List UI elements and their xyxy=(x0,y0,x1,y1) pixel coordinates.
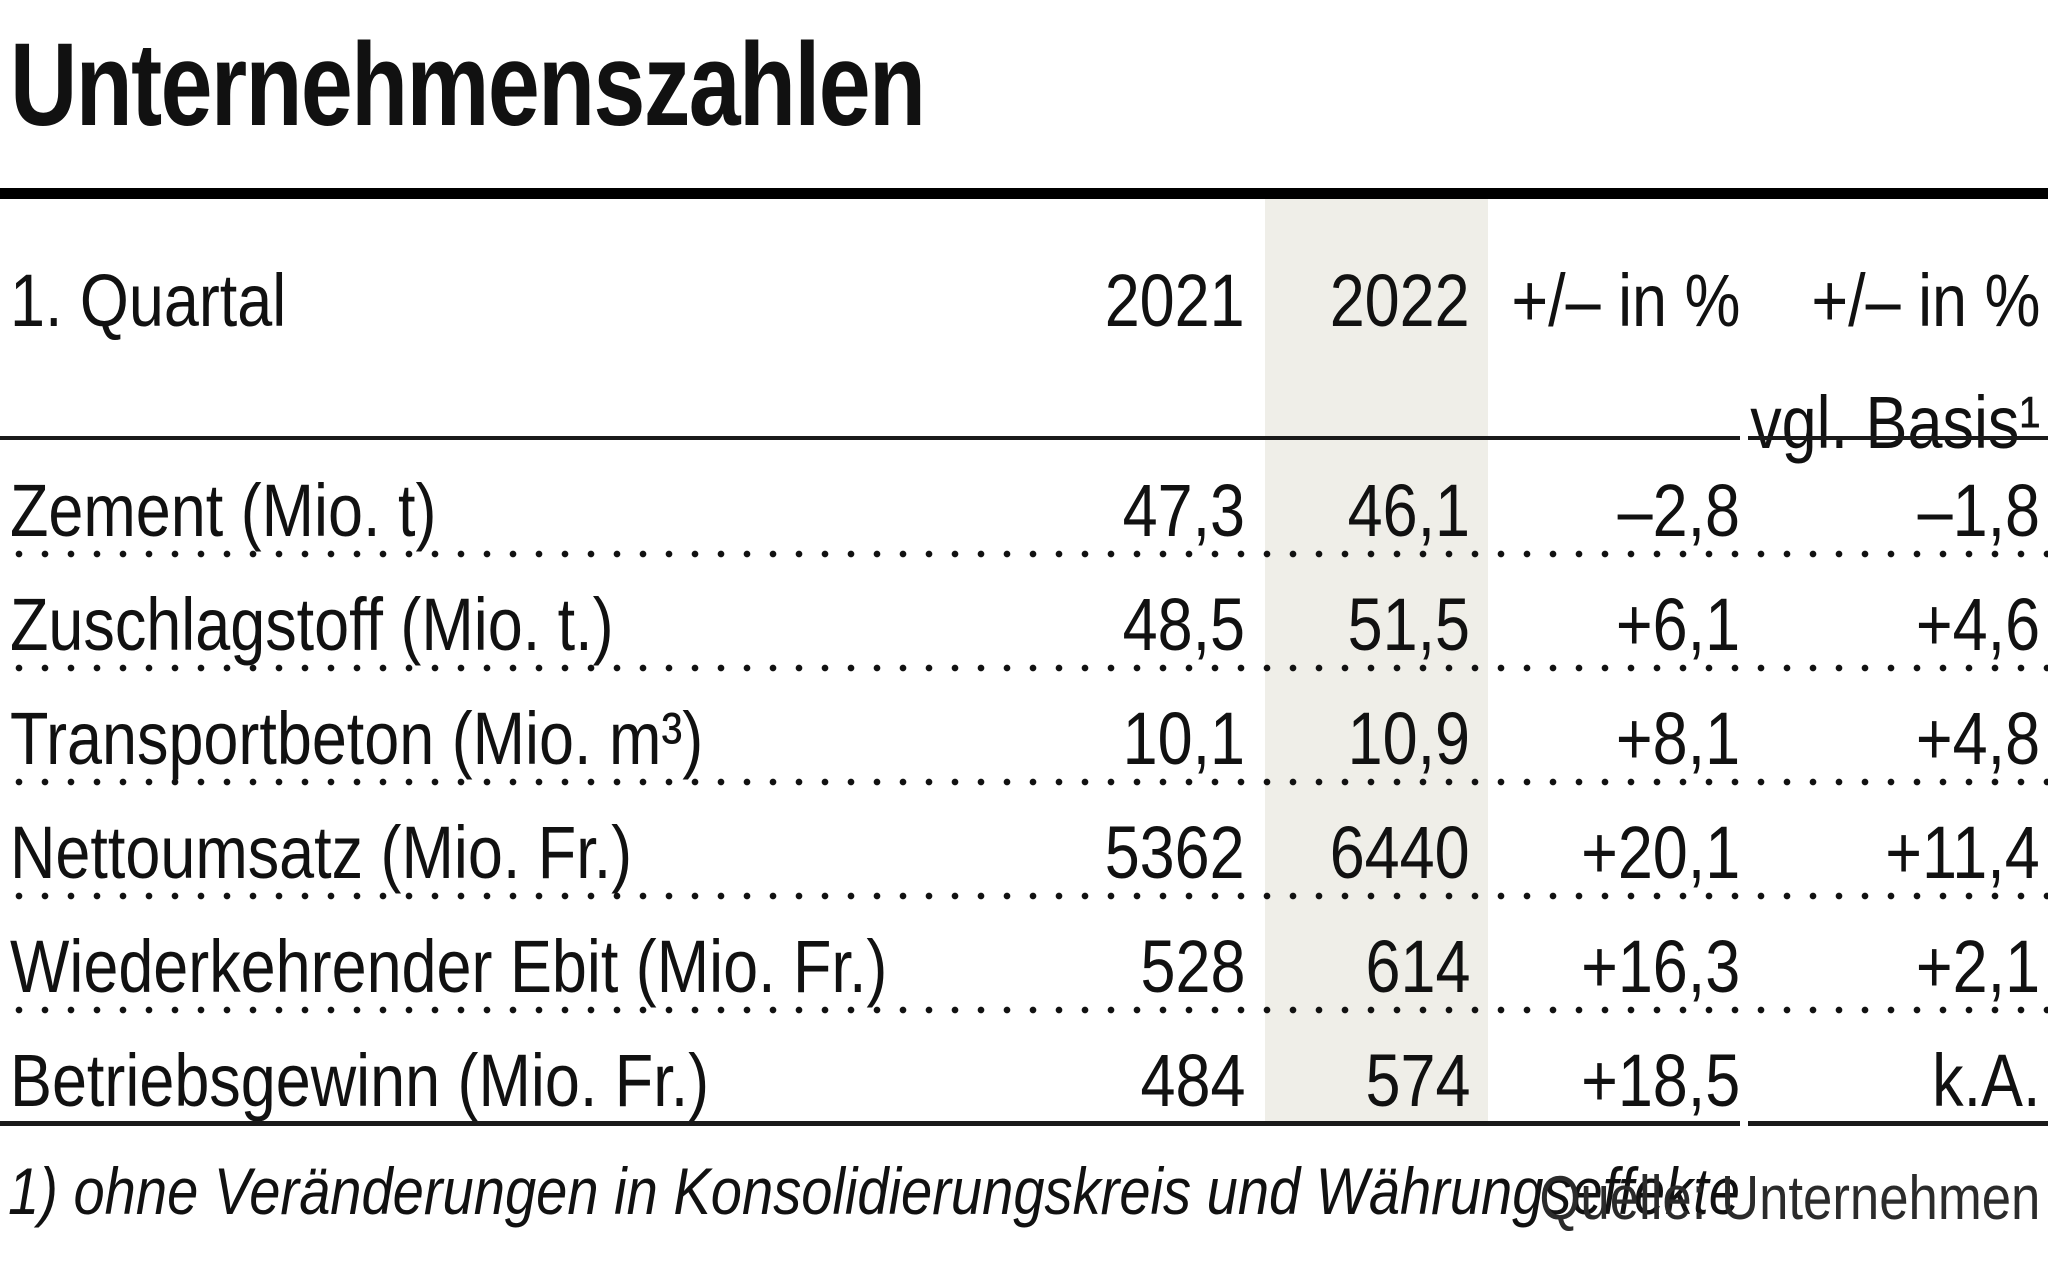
page-title: Unternehmenszahlen xyxy=(10,26,1167,144)
row-separator-dotted xyxy=(0,778,2048,786)
row-separator-dotted xyxy=(0,892,2048,900)
cell-change: +20,1 xyxy=(1580,811,1740,894)
cell-change-basis: +2,1 xyxy=(1915,925,2040,1008)
cell-2022: 10,9 xyxy=(1347,697,1470,780)
cell-change-basis: +4,8 xyxy=(1915,697,2040,780)
header-col-change-basis-subline: vgl. Basis¹ xyxy=(1749,381,2040,464)
row-separator-dotted xyxy=(0,1006,2048,1014)
row-label: Transportbeton (Mio. m³) xyxy=(10,697,704,780)
cell-change: +18,5 xyxy=(1580,1039,1740,1122)
cell-change-basis: +11,4 xyxy=(1885,811,2040,894)
cell-2021: 528 xyxy=(1140,925,1245,1008)
cell-change-basis: +4,6 xyxy=(1915,583,2040,666)
highlight-band-2022 xyxy=(1265,198,1488,1122)
cell-2022: 574 xyxy=(1365,1039,1470,1122)
cell-2022: 614 xyxy=(1365,925,1470,1008)
title-divider-rule xyxy=(0,188,2048,199)
cell-change: +8,1 xyxy=(1615,697,1740,780)
cell-2021: 10,1 xyxy=(1122,697,1245,780)
footnote: 1) ohne Veränderungen in Konsolidierungs… xyxy=(8,1154,1740,1228)
cell-2021: 484 xyxy=(1140,1039,1245,1122)
header-col-2022: 2022 xyxy=(1330,259,1470,342)
row-label: Betriebsgewinn (Mio. Fr.) xyxy=(10,1039,710,1122)
cell-change: –2,8 xyxy=(1617,469,1740,552)
cell-2021: 48,5 xyxy=(1122,583,1245,666)
cell-2022: 46,1 xyxy=(1347,469,1470,552)
source-credit: Quelle: Unternehmen xyxy=(1539,1164,2040,1233)
header-col-2021: 2021 xyxy=(1105,259,1245,342)
cell-2022: 6440 xyxy=(1330,811,1470,894)
header-divider-rule-left xyxy=(0,436,1740,440)
cell-2021: 5362 xyxy=(1105,811,1245,894)
cell-2021: 47,3 xyxy=(1122,469,1245,552)
cell-change: +6,1 xyxy=(1615,583,1740,666)
table-bottom-rule-right xyxy=(1748,1121,2048,1126)
table-header: 1. Quartal 2021 2022 +/– in % +/– in % v… xyxy=(0,198,2048,468)
header-divider-rule-right xyxy=(1748,436,2048,440)
header-col-change-basis: +/– in % xyxy=(1810,259,2040,342)
cell-change: +16,3 xyxy=(1580,925,1740,1008)
cell-change-basis: –1,8 xyxy=(1917,469,2040,552)
row-label: Wiederkehrender Ebit (Mio. Fr.) xyxy=(10,925,888,1008)
row-separator-dotted xyxy=(0,550,2048,558)
cell-2022: 51,5 xyxy=(1347,583,1470,666)
row-label: Zement (Mio. t) xyxy=(10,469,437,552)
table-body: Zement (Mio. t) 47,3 46,1 –2,8 –1,8 Zusc… xyxy=(0,440,2048,1124)
row-label: Nettoumsatz (Mio. Fr.) xyxy=(10,811,633,894)
header-period: 1. Quartal xyxy=(10,259,287,342)
row-label: Zuschlagstoff (Mio. t.) xyxy=(10,583,614,666)
cell-change-basis: k.A. xyxy=(1931,1039,2040,1122)
page-title-text: Unternehmenszahlen xyxy=(10,19,926,151)
row-separator-dotted xyxy=(0,664,2048,672)
header-col-change: +/– in % xyxy=(1510,259,1740,342)
table-bottom-rule-left xyxy=(0,1121,1740,1126)
